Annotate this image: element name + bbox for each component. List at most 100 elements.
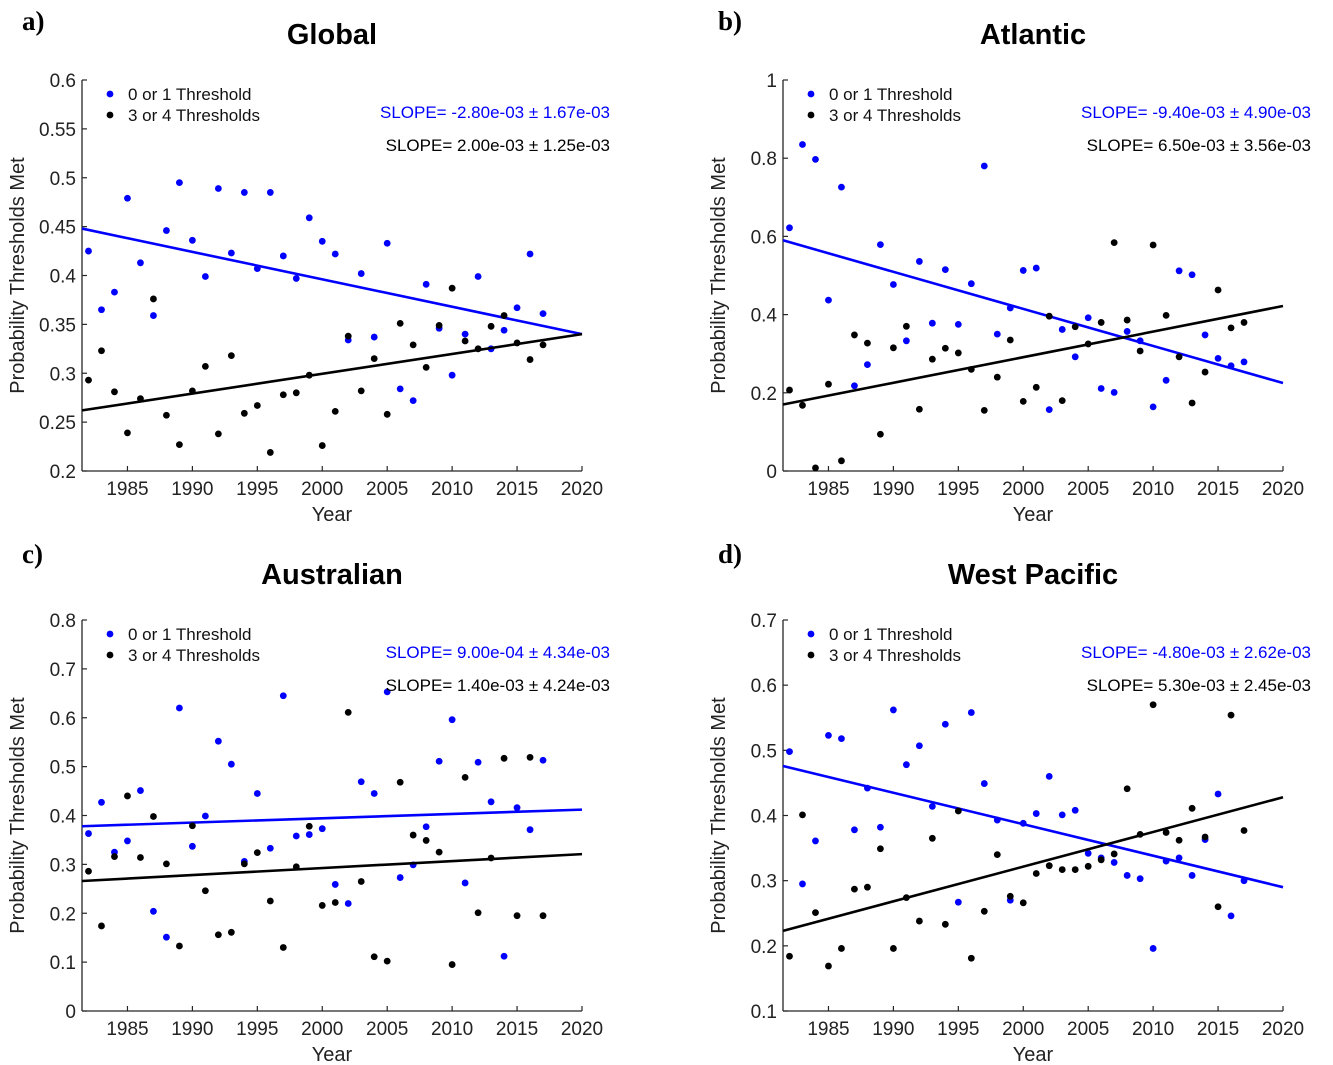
data-point xyxy=(967,280,975,288)
data-point xyxy=(344,332,352,340)
data-point xyxy=(240,409,248,417)
data-point xyxy=(383,688,391,696)
data-point xyxy=(150,907,157,915)
y-tick-label: 0.6 xyxy=(751,676,777,697)
y-tick-label: 0 xyxy=(766,462,777,483)
data-point xyxy=(448,961,456,968)
data-point xyxy=(1084,862,1092,870)
data-point xyxy=(150,295,157,303)
data-point xyxy=(227,249,235,257)
data-point xyxy=(124,194,131,202)
data-point xyxy=(266,189,274,196)
data-point xyxy=(487,322,495,330)
data-point xyxy=(409,831,417,839)
data-point xyxy=(137,259,144,267)
y-tick-label: 0.8 xyxy=(50,611,76,632)
data-point xyxy=(1162,857,1170,865)
panel-3: c) Australian 0 0.1 0.2 0.3 0.4 0.5 0.6 0.7 0.8 198… xyxy=(7,539,610,1065)
series-high-threshold xyxy=(782,701,1284,970)
data-point xyxy=(980,907,988,915)
series-low-threshold xyxy=(81,688,583,960)
data-point xyxy=(266,844,274,852)
data-point xyxy=(422,280,430,288)
x-tick-label: 2010 xyxy=(431,479,473,500)
data-point xyxy=(838,457,845,465)
data-point xyxy=(993,816,1001,824)
data-point xyxy=(1071,323,1079,331)
data-point xyxy=(526,826,534,834)
x-tick-label: 1985 xyxy=(807,479,849,500)
data-point xyxy=(331,407,339,415)
data-point xyxy=(1019,398,1027,405)
data-point xyxy=(396,385,404,393)
data-point xyxy=(928,834,936,842)
data-point xyxy=(1071,866,1079,873)
data-point xyxy=(111,288,118,296)
trend-line xyxy=(782,304,1284,406)
data-point xyxy=(954,807,962,815)
data-point xyxy=(1110,389,1118,396)
x-tick-label: 2000 xyxy=(1002,1019,1044,1040)
slope-annotation: SLOPE= -9.40e-03 ± 4.90e-03 xyxy=(1081,103,1311,122)
y-tick-label: 0.6 xyxy=(50,709,76,730)
x-tick-label: 2020 xyxy=(1262,479,1304,500)
panel-2: b) Atlantic 0 0.2 0.4 0.6 0.8 1 1985 1990 1995 2000… xyxy=(708,6,1311,526)
x-axis-label: Year xyxy=(312,1044,353,1065)
data-point xyxy=(915,917,923,925)
legend-entry: 0 or 1 Threshold xyxy=(128,625,251,644)
data-point xyxy=(253,790,261,797)
x-tick-label: 2005 xyxy=(1067,1019,1109,1040)
data-point xyxy=(137,787,144,794)
y-axis-label: Probability Thresholds Met xyxy=(7,697,29,934)
data-point xyxy=(864,883,871,891)
data-point xyxy=(812,909,819,916)
data-point xyxy=(1201,833,1209,841)
data-point xyxy=(396,874,404,881)
data-point xyxy=(188,387,196,395)
y-tick-label: 0.6 xyxy=(50,71,76,92)
x-tick-label: 1995 xyxy=(937,479,979,500)
y-tick-label: 0.8 xyxy=(751,149,777,170)
data-point xyxy=(305,822,313,830)
x-tick-label: 2010 xyxy=(1132,1019,1174,1040)
data-point xyxy=(799,811,806,819)
data-point xyxy=(201,812,209,820)
slope-annotation: SLOPE= 1.40e-03 ± 4.24e-03 xyxy=(386,676,610,695)
data-point xyxy=(214,737,222,745)
panel-title: West Pacific xyxy=(948,559,1118,591)
x-tick-label: 2015 xyxy=(1197,479,1239,500)
x-tick-label: 2010 xyxy=(431,1019,473,1040)
data-point xyxy=(967,365,975,373)
data-point xyxy=(124,429,131,437)
legend-marker xyxy=(106,630,114,638)
data-point xyxy=(877,845,884,853)
slope-annotation: SLOPE= 2.00e-03 ± 1.25e-03 xyxy=(386,136,610,155)
data-point xyxy=(851,826,858,834)
data-point xyxy=(85,376,92,384)
data-point xyxy=(889,945,897,952)
legend-marker xyxy=(807,651,815,659)
data-point xyxy=(188,822,196,830)
data-point xyxy=(1227,324,1235,332)
data-point xyxy=(305,371,313,379)
data-point xyxy=(513,912,521,920)
x-tick-label: 2015 xyxy=(496,1019,538,1040)
data-point xyxy=(214,430,222,438)
data-point xyxy=(1136,875,1144,883)
panel-label: d) xyxy=(718,539,742,569)
data-point xyxy=(176,441,183,449)
x-tick-label: 2005 xyxy=(1067,479,1109,500)
data-point xyxy=(1240,319,1248,326)
x-tick-label: 2000 xyxy=(1002,479,1044,500)
data-point xyxy=(928,802,936,810)
panel-title: Atlantic xyxy=(980,19,1086,51)
x-tick-label: 1985 xyxy=(807,1019,849,1040)
data-point xyxy=(409,397,417,405)
data-point xyxy=(448,716,456,724)
data-point xyxy=(1045,773,1053,780)
data-point xyxy=(461,773,469,781)
data-point xyxy=(954,349,962,357)
data-point xyxy=(1175,854,1183,862)
data-point xyxy=(825,296,832,304)
data-point xyxy=(1006,304,1014,312)
